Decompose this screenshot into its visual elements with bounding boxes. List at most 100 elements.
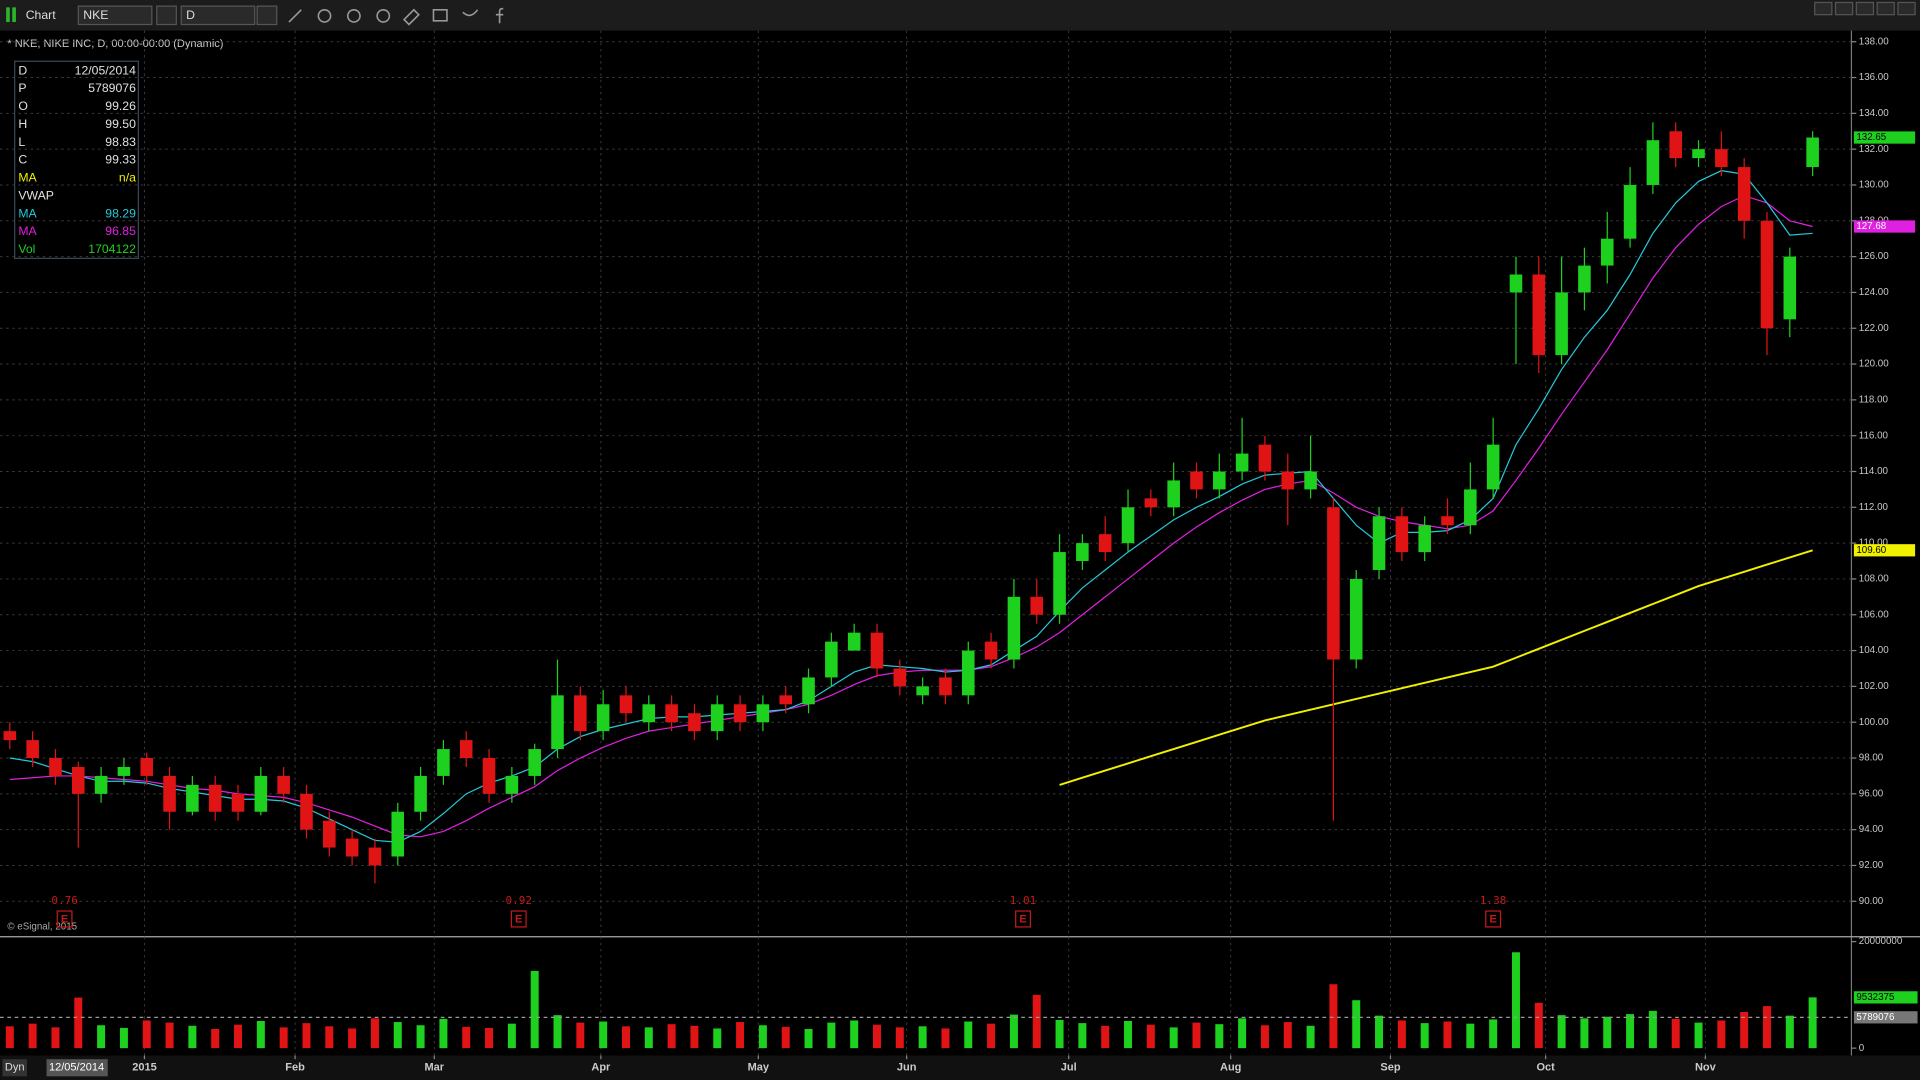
- candle-body: [391, 811, 405, 857]
- x-tick-label: May: [748, 1062, 770, 1074]
- y-tick-label: 120.00: [1859, 359, 1889, 370]
- price-tag: [1853, 220, 1916, 233]
- volume-bar: [1534, 1002, 1543, 1049]
- minimize-button[interactable]: [1834, 1, 1854, 16]
- candle-body: [71, 766, 85, 794]
- candle-body: [1349, 578, 1363, 660]
- symbol[interactable]: NKE: [83, 8, 108, 22]
- minimize-button[interactable]: [1855, 1, 1875, 16]
- volume-bar: [599, 1021, 608, 1049]
- price-tag: [1853, 544, 1916, 557]
- volume-bar: [1671, 1018, 1680, 1049]
- candle-body: [368, 847, 382, 866]
- candle-body: [1395, 516, 1409, 553]
- volume-bar: [553, 1015, 562, 1049]
- candle-body: [1806, 137, 1819, 168]
- y-tick-label: 134.00: [1859, 108, 1889, 119]
- candle-body: [1030, 596, 1044, 615]
- candle-body: [688, 713, 701, 732]
- chart-icon: [6, 7, 10, 23]
- data-window-label: P: [18, 81, 26, 95]
- data-window-label: L: [18, 135, 25, 149]
- data-window-value: 5789076: [88, 81, 136, 95]
- y-tick-label: 138.00: [1859, 36, 1889, 47]
- volume-bar: [827, 1022, 836, 1049]
- price-tag-label: 132.65: [1856, 132, 1886, 143]
- restore-button[interactable]: [1876, 1, 1895, 16]
- link-button[interactable]: [156, 5, 177, 26]
- candle-body: [984, 641, 998, 660]
- y-tick-label: 90.00: [1859, 896, 1884, 907]
- y-tick-label: 98.00: [1859, 753, 1884, 764]
- mode-box[interactable]: [2, 1059, 27, 1077]
- y-tick-label: 96.00: [1859, 788, 1884, 799]
- twitter-button[interactable]: [462, 9, 479, 17]
- volume-bar: [804, 1028, 813, 1049]
- earnings-icon: [510, 910, 527, 928]
- x-tick-label: Feb: [285, 1062, 305, 1074]
- volume-bar: [348, 1028, 357, 1049]
- volume-bar: [1717, 1020, 1726, 1049]
- moving-average: [1059, 549, 1813, 786]
- y-tick-label: 100.00: [1859, 717, 1889, 728]
- volume-bar: [1260, 1025, 1269, 1049]
- candle-body: [254, 775, 268, 812]
- facebook-button[interactable]: [495, 7, 504, 24]
- candle-body: [1327, 507, 1340, 660]
- volume-bar: [1694, 1022, 1703, 1049]
- price-tag-label: 127.68: [1856, 221, 1886, 232]
- candle-body: [1258, 444, 1272, 472]
- volume-bar: [895, 1027, 904, 1049]
- volume-bar: [1101, 1025, 1110, 1049]
- cursor-date: 12/05/2014: [49, 1062, 104, 1074]
- candle-body: [1007, 596, 1021, 660]
- earnings-icon: [56, 910, 73, 928]
- volume-last-tag: [1853, 991, 1918, 1004]
- data-window-value: 99.26: [105, 99, 136, 113]
- interval-input[interactable]: [180, 5, 256, 26]
- interval[interactable]: D: [186, 8, 195, 22]
- candle-body: [1190, 471, 1203, 490]
- zoom-tool[interactable]: [376, 9, 391, 23]
- x-tick-label: 2015: [132, 1062, 157, 1074]
- eraser-tool[interactable]: [402, 8, 420, 26]
- candle-body: [665, 704, 678, 723]
- candle-body: [1304, 471, 1317, 490]
- y-tick-label: 122.00: [1859, 323, 1889, 334]
- volume-bar: [1511, 952, 1520, 1049]
- draw-tool[interactable]: [288, 9, 302, 23]
- volume-average-label: 5789076: [1856, 1012, 1895, 1023]
- volume-bar: [1420, 1023, 1429, 1049]
- candle-body: [1464, 489, 1477, 526]
- y-tick-label: 114.00: [1859, 466, 1889, 477]
- candle-body: [893, 668, 907, 687]
- candle-body: [870, 632, 884, 669]
- mode[interactable]: Dyn: [5, 1062, 25, 1074]
- volume-bar: [74, 997, 83, 1049]
- volume-bar: [850, 1020, 859, 1049]
- volume-bar: [256, 1020, 265, 1049]
- volume-bar: [530, 970, 539, 1049]
- cycle-tool[interactable]: [317, 9, 332, 23]
- comment-tool[interactable]: [432, 9, 448, 22]
- candle-body: [574, 695, 587, 732]
- symbol-input[interactable]: [77, 5, 153, 26]
- volume-bar: [51, 1027, 60, 1049]
- candle-body: [94, 775, 108, 794]
- close-button[interactable]: [1897, 1, 1916, 16]
- candle-body: [779, 695, 792, 705]
- volume-bar: [370, 1018, 379, 1049]
- volume-bar: [1192, 1022, 1201, 1049]
- volume-bar: [1580, 1018, 1589, 1049]
- volume-bar: [576, 1022, 585, 1049]
- volume-bar: [1352, 1000, 1361, 1049]
- candle-body: [414, 775, 427, 812]
- interval-button[interactable]: [256, 5, 278, 26]
- volume-bar: [1375, 1015, 1384, 1049]
- data-window-label: D: [18, 63, 27, 77]
- play-tool[interactable]: [346, 9, 361, 23]
- candle-body: [1646, 140, 1660, 185]
- candle-body: [1372, 516, 1386, 570]
- y-tick-label: 108.00: [1859, 574, 1889, 585]
- help-button[interactable]: [1814, 1, 1833, 16]
